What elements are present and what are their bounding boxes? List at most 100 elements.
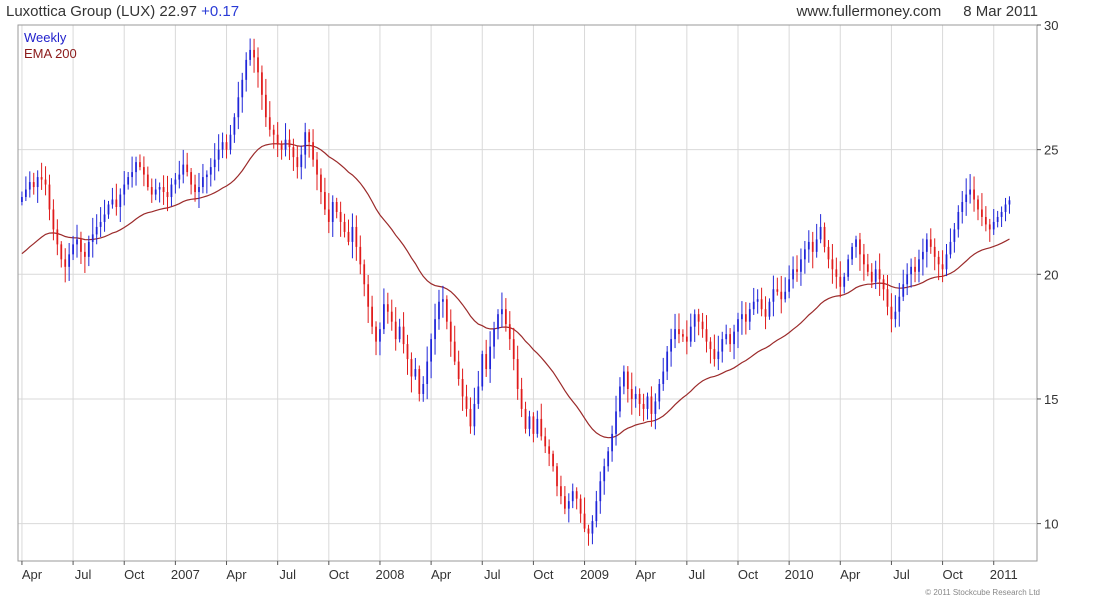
- candle: [721, 331, 724, 363]
- candle-body: [705, 329, 708, 342]
- plot-frame: [17, 24, 1038, 562]
- candle: [949, 228, 952, 259]
- candle-body: [949, 241, 952, 255]
- candle: [953, 222, 956, 253]
- candle: [741, 301, 743, 335]
- candle-body: [497, 314, 499, 330]
- candle: [276, 122, 279, 158]
- candle-body: [327, 209, 330, 222]
- candle-body: [453, 341, 456, 362]
- candle: [705, 315, 708, 353]
- candle: [819, 214, 822, 244]
- candle: [516, 345, 519, 400]
- candle-body: [567, 501, 570, 509]
- candle: [107, 200, 110, 219]
- candle-body: [835, 269, 838, 277]
- candle: [654, 393, 657, 430]
- candle-body: [607, 451, 610, 467]
- candle-body: [819, 226, 822, 240]
- legend-ema: EMA 200: [24, 46, 77, 61]
- candle-body: [284, 139, 287, 150]
- candle: [556, 463, 558, 497]
- candle-body: [863, 254, 865, 265]
- candle: [623, 365, 625, 395]
- candle: [453, 325, 456, 366]
- candle: [937, 250, 940, 281]
- candle-body: [929, 239, 932, 247]
- candle-body: [807, 241, 810, 250]
- candle-body: [249, 49, 252, 60]
- grid-lines: [18, 24, 1037, 561]
- ema-layer: [21, 143, 1010, 439]
- candle: [878, 253, 881, 296]
- candle-body: [131, 172, 133, 178]
- candle-body: [170, 184, 173, 198]
- candle-body: [205, 174, 208, 178]
- candle: [284, 123, 287, 157]
- candle-body: [32, 182, 35, 188]
- candle-body: [422, 383, 425, 394]
- candle: [662, 357, 665, 391]
- chart-title: Luxottica Group (LUX) 22.97 +0.17: [6, 3, 239, 20]
- candle: [504, 298, 507, 332]
- candle-body: [674, 329, 676, 340]
- chart-source: www.fullermoney.com 8 Mar 2011: [796, 3, 1038, 20]
- candle-body: [52, 209, 55, 230]
- candle: [154, 178, 157, 201]
- candle-body: [866, 264, 869, 272]
- candle: [68, 242, 71, 281]
- candle-body: [906, 274, 909, 285]
- candle: [894, 295, 897, 328]
- candle: [469, 397, 472, 434]
- candle-body: [320, 174, 322, 193]
- candle-body: [595, 501, 598, 522]
- candle: [969, 174, 972, 204]
- candle: [831, 244, 834, 284]
- candle-body: [343, 221, 346, 232]
- candle-body: [528, 416, 531, 429]
- candle: [701, 312, 704, 338]
- candle: [563, 486, 566, 515]
- candle: [599, 471, 602, 514]
- candle-body: [520, 388, 523, 409]
- candle-body: [162, 187, 165, 193]
- candle: [996, 210, 999, 228]
- candle-body: [933, 246, 936, 257]
- candle-body: [213, 159, 216, 168]
- candle-body: [21, 197, 23, 203]
- candle: [72, 235, 74, 261]
- candle: [685, 320, 688, 355]
- candle: [268, 101, 271, 137]
- candle-body: [642, 403, 645, 409]
- candle-body: [544, 436, 547, 447]
- candle: [678, 313, 680, 344]
- candle: [929, 228, 932, 254]
- candle: [225, 134, 228, 159]
- candle-body: [359, 246, 362, 265]
- candle-body: [556, 466, 558, 487]
- candle: [776, 277, 779, 296]
- candle-body: [72, 244, 74, 255]
- candle-body: [351, 226, 354, 242]
- candle-body: [717, 351, 720, 360]
- candle: [528, 410, 531, 437]
- y-tick-label: 15: [1044, 392, 1058, 407]
- candle-body: [166, 192, 169, 198]
- source-site[interactable]: www.fullermoney.com: [796, 3, 942, 20]
- candle-body: [764, 309, 767, 317]
- chart-legend: Weekly EMA 200: [24, 30, 77, 62]
- candle: [733, 324, 735, 360]
- candle-body: [898, 296, 901, 312]
- candle-body: [174, 179, 177, 185]
- x-tick-label: 2011: [990, 567, 1018, 582]
- candle: [650, 386, 653, 427]
- candle: [811, 231, 814, 269]
- candle-body: [638, 393, 641, 404]
- candle: [410, 352, 413, 393]
- candle: [91, 217, 94, 258]
- candle: [229, 124, 232, 155]
- candle: [24, 176, 27, 202]
- candle-body: [308, 132, 311, 143]
- candle-body: [894, 311, 897, 320]
